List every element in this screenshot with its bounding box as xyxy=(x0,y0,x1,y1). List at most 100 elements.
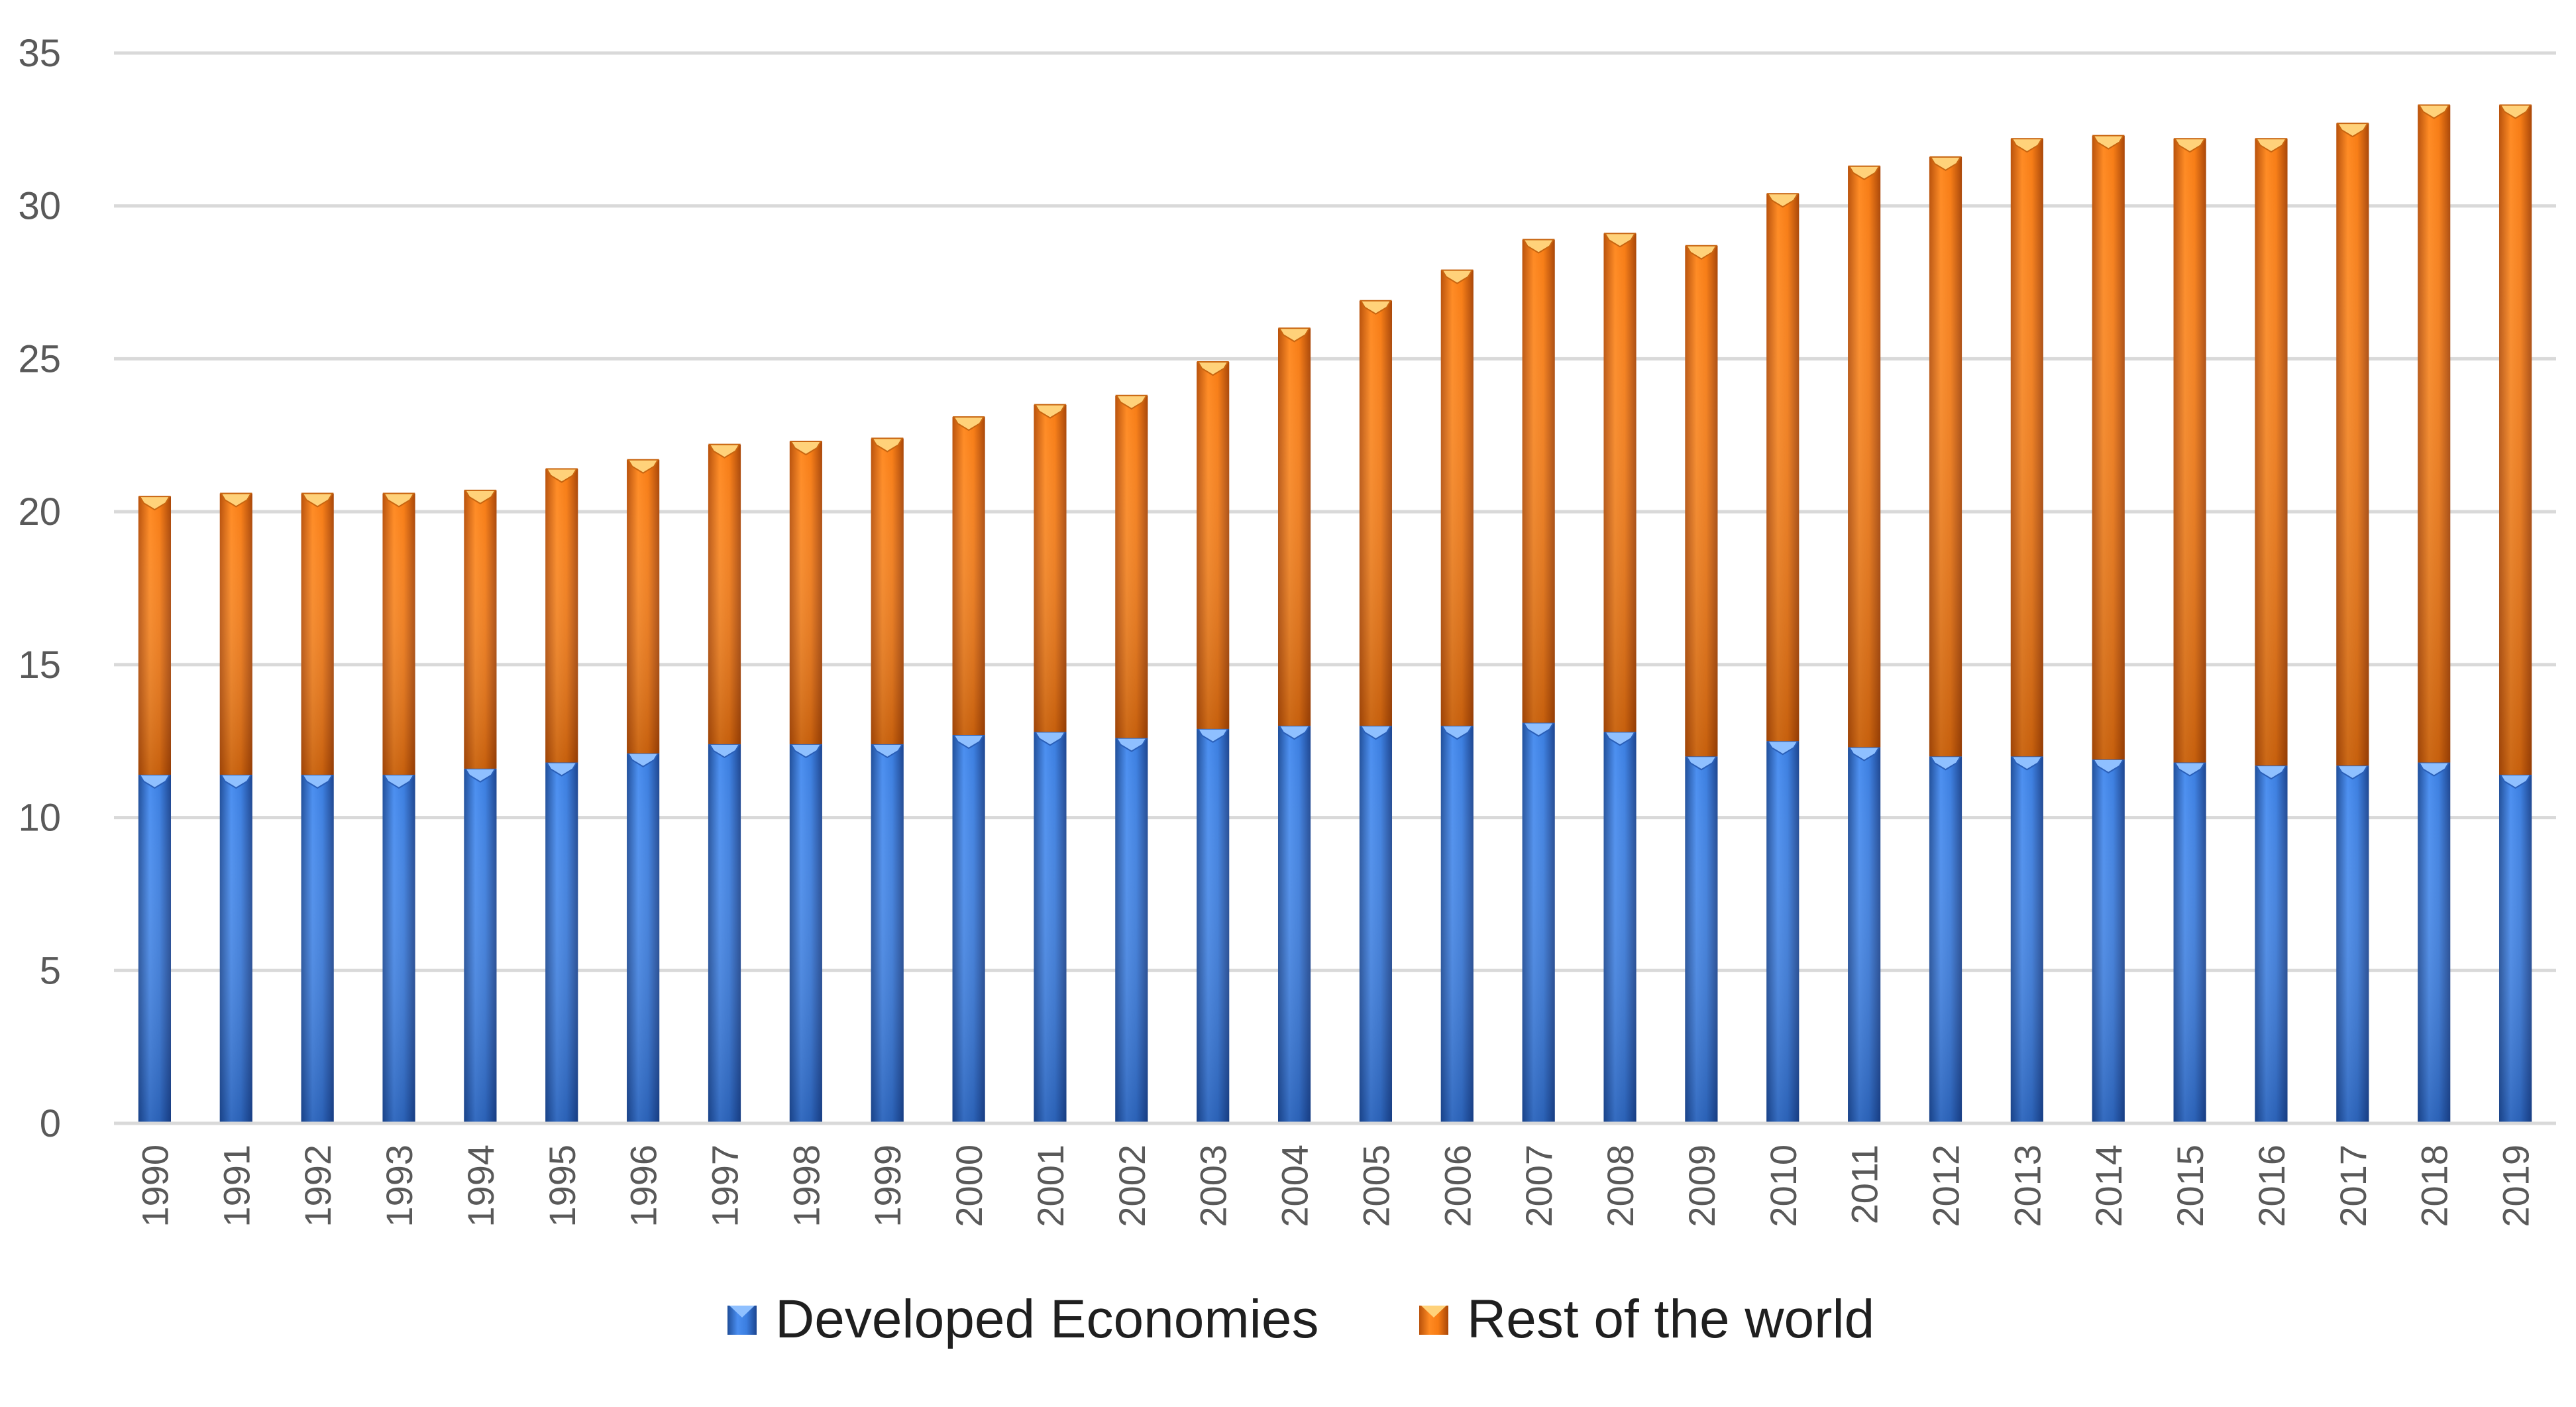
bar-developed-1993 xyxy=(382,773,415,1123)
legend-label: Developed Economies xyxy=(775,1289,1318,1349)
bar-shade xyxy=(1359,726,1393,1123)
bar-developed-1998 xyxy=(789,743,822,1123)
bar-cap xyxy=(2092,135,2125,150)
bar-shade xyxy=(138,774,172,1123)
x-tick-label: 2011 xyxy=(1844,1145,1886,1224)
bar-developed-2017 xyxy=(2336,765,2369,1123)
bar-shade xyxy=(2010,139,2043,757)
bars xyxy=(138,104,2532,1123)
bar-cap xyxy=(708,743,741,758)
bar-developed-2009 xyxy=(1685,756,1718,1123)
bar-rest-2004 xyxy=(1277,327,1311,726)
y-tick-label: 5 xyxy=(40,949,61,992)
bar-rest-2003 xyxy=(1197,361,1230,729)
bar-shade xyxy=(219,493,252,775)
bar-cap xyxy=(790,441,822,456)
bar-developed-1994 xyxy=(464,767,497,1123)
bar-rest-2006 xyxy=(1440,269,1474,726)
bar-shade xyxy=(2336,123,2369,766)
bar-rest-2011 xyxy=(1848,165,1881,748)
x-tick-label: 2010 xyxy=(1762,1145,1804,1227)
bar-shade xyxy=(464,490,497,769)
bar-cap xyxy=(1278,327,1311,343)
bar-shade xyxy=(545,469,578,763)
bar-cap xyxy=(2255,765,2288,780)
gridlines xyxy=(114,51,2556,972)
bar-developed-2005 xyxy=(1359,725,1393,1123)
bar-cap xyxy=(219,492,252,508)
bar-shade xyxy=(1603,732,1637,1123)
x-tick-label: 2000 xyxy=(948,1145,990,1227)
bar-developed-2001 xyxy=(1034,731,1067,1123)
bar-developed-2007 xyxy=(1522,722,1555,1123)
bar-developed-1990 xyxy=(138,773,172,1123)
bar-cap xyxy=(1685,756,1718,771)
bar-shade xyxy=(1848,747,1881,1123)
bar-cap xyxy=(545,468,578,483)
bar-developed-1991 xyxy=(219,773,252,1123)
bar-cap xyxy=(1115,394,1148,410)
bar-shade xyxy=(1522,239,1555,723)
x-tick-label: 2016 xyxy=(2251,1145,2292,1227)
x-tick-label: 2017 xyxy=(2332,1145,2374,1227)
bar-cap xyxy=(301,492,334,508)
bar-shade xyxy=(2092,759,2125,1123)
bar-shade xyxy=(1440,270,1474,726)
bar-cap xyxy=(2011,138,2043,153)
y-tick-label: 25 xyxy=(18,337,61,380)
legend-item-rest: Rest of the world xyxy=(1419,1289,1874,1349)
bar-shade xyxy=(1115,738,1148,1123)
bar-shade xyxy=(382,774,415,1123)
bar-rest-1992 xyxy=(301,492,334,775)
bar-cap xyxy=(1929,156,1962,172)
bar-rest-2000 xyxy=(952,416,985,735)
bar-cap xyxy=(2418,104,2451,119)
bar-shade xyxy=(871,744,904,1123)
bar-cap xyxy=(871,437,904,453)
x-tick-label: 1999 xyxy=(867,1145,908,1227)
bar-shade xyxy=(627,459,660,754)
x-tick-label: 1993 xyxy=(378,1145,420,1227)
bar-shade xyxy=(1440,726,1474,1123)
x-axis-ticks: 1990 1991 1992 1993 1994 1995 1996 1997 1998 1999… xyxy=(134,1145,2536,1227)
bar-shade xyxy=(1522,722,1555,1123)
bar-rest-2019 xyxy=(2498,104,2532,775)
y-tick-label: 10 xyxy=(18,797,61,840)
bar-rest-2016 xyxy=(2255,138,2288,766)
bar-rest-2009 xyxy=(1685,245,1718,757)
bar-shade xyxy=(708,444,741,744)
bar-developed-1992 xyxy=(301,773,334,1123)
bar-shade xyxy=(1277,328,1311,726)
bar-shade xyxy=(1766,194,1799,742)
bar-shade xyxy=(1929,756,1962,1123)
bar-cap xyxy=(2336,765,2369,780)
bar-shade xyxy=(1603,233,1637,732)
bar-shade xyxy=(2498,105,2532,775)
bar-shade xyxy=(138,496,172,775)
bar-rest-2010 xyxy=(1766,193,1799,742)
legend-swatch-cap xyxy=(729,1306,755,1318)
bar-shade xyxy=(871,438,904,744)
bar-rest-1997 xyxy=(708,443,741,744)
bar-developed-1995 xyxy=(545,761,578,1123)
bar-rest-1994 xyxy=(464,489,497,769)
bar-shade xyxy=(301,493,334,775)
bar-cap xyxy=(1685,245,1718,260)
x-tick-label: 1997 xyxy=(704,1145,746,1227)
bar-developed-2016 xyxy=(2255,765,2288,1123)
bar-cap xyxy=(871,743,904,758)
y-tick-label: 30 xyxy=(18,185,61,228)
bar-cap xyxy=(1848,165,1880,180)
bar-shade xyxy=(1197,362,1230,729)
bar-cap xyxy=(2173,138,2206,153)
bar-shade xyxy=(1034,404,1067,732)
bar-rest-1993 xyxy=(382,492,415,775)
bar-cap xyxy=(1034,404,1067,419)
bar-developed-2014 xyxy=(2092,758,2125,1123)
bar-shade xyxy=(545,762,578,1123)
bar-cap xyxy=(1603,233,1637,248)
bar-rest-2018 xyxy=(2418,104,2451,763)
bar-rest-2007 xyxy=(1522,239,1555,723)
x-tick-label: 2013 xyxy=(2006,1145,2048,1227)
